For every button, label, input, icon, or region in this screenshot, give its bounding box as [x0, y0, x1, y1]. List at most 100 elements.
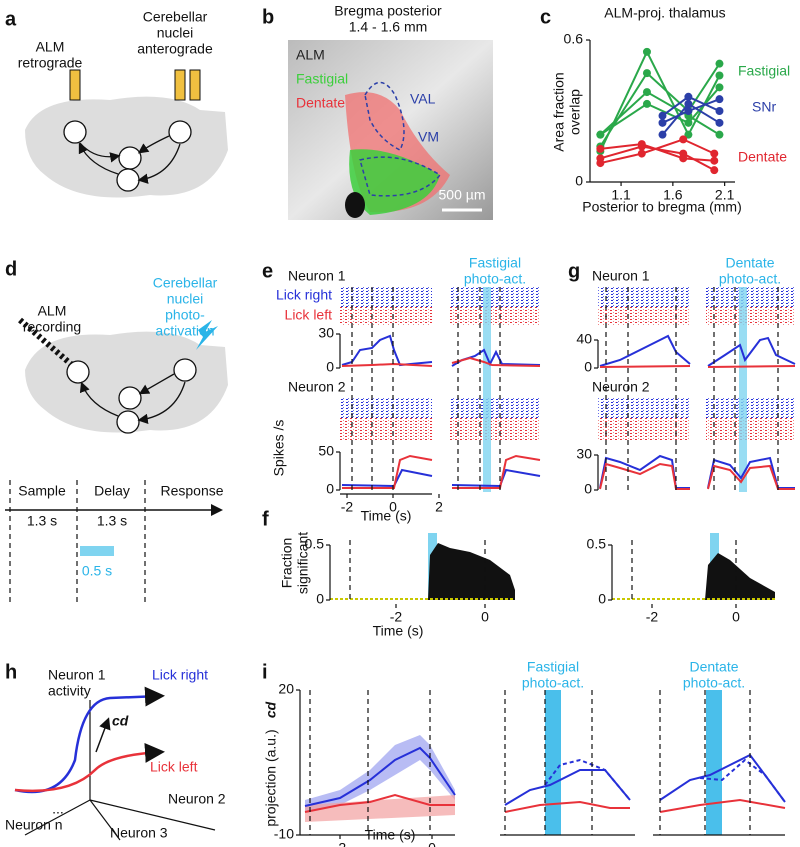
y-tick-label: 0	[316, 591, 324, 607]
label: Lick left	[285, 307, 333, 323]
label: Bregma posterior	[334, 3, 442, 19]
raster-right	[450, 398, 540, 418]
label: activation	[155, 323, 214, 339]
photo-bar	[545, 690, 561, 835]
arrow	[79, 381, 119, 417]
psth-right	[707, 336, 796, 367]
y-tick-label: 0.6	[564, 31, 584, 47]
psth-left	[452, 454, 541, 489]
point	[679, 154, 688, 163]
y-axis-label: Spikes /s	[271, 420, 287, 477]
psth-right	[451, 348, 541, 367]
y-tick-label: 30	[318, 325, 334, 341]
axis	[24, 799, 91, 836]
label: Neuron 3	[110, 825, 168, 841]
x-axis-label: Time (s)	[361, 508, 412, 524]
vm-outline	[359, 156, 442, 197]
y-axis-label: projection (a.u.)	[263, 729, 279, 826]
arrow	[137, 143, 181, 184]
y-axis-label: Fraction	[279, 538, 295, 589]
point	[715, 71, 724, 80]
raster-left	[706, 307, 795, 325]
psth-right	[707, 456, 795, 489]
point	[715, 130, 724, 139]
label: Neuron 1	[48, 667, 106, 683]
series-line	[600, 138, 715, 165]
label: Neuron 2	[288, 379, 346, 395]
point	[658, 130, 667, 139]
label: Cerebellar	[143, 9, 208, 25]
label: 1.3 s	[97, 513, 127, 529]
point	[715, 95, 724, 104]
panel-letter: e	[262, 260, 273, 282]
x-tick-label: 0	[389, 499, 397, 515]
label: retrograde	[18, 55, 83, 71]
y-tick-label: 0.5	[305, 536, 325, 552]
cell	[168, 120, 192, 144]
panel-letter: h	[5, 661, 17, 683]
point	[642, 99, 651, 108]
panel-letter: a	[5, 8, 17, 30]
syringe	[189, 69, 201, 101]
cell	[118, 146, 142, 170]
y-tick-label: 20	[278, 681, 294, 697]
raster-right	[598, 398, 690, 418]
point	[684, 92, 693, 101]
label: anterograde	[137, 41, 213, 57]
label: VAL	[410, 91, 436, 107]
psth-left	[707, 464, 795, 490]
arrow	[137, 135, 170, 154]
axis	[89, 799, 216, 831]
cd-left	[659, 798, 786, 813]
label: Neuron n	[5, 817, 63, 833]
x-axis-label: Time (s)	[365, 827, 416, 843]
psth-left	[599, 365, 691, 368]
point	[637, 140, 646, 149]
cd-left	[304, 793, 455, 813]
point	[715, 59, 724, 68]
arrow	[79, 142, 121, 163]
raster-left	[340, 418, 432, 440]
label: cd	[112, 713, 129, 729]
point	[710, 149, 719, 158]
cell	[66, 360, 90, 384]
y-tick-label: 0	[575, 173, 583, 189]
label: Dentate	[296, 95, 345, 111]
x-tick-label: -2	[390, 609, 403, 625]
point	[679, 135, 688, 144]
panel-letter: i	[262, 661, 268, 683]
photo-bar	[483, 287, 491, 492]
panel-b	[288, 40, 493, 220]
psth-right	[451, 468, 541, 488]
ventricle	[345, 192, 365, 218]
photo-bar	[739, 287, 747, 492]
psth-left	[341, 362, 433, 367]
syringe	[69, 69, 81, 101]
label: Neuron 1	[288, 268, 346, 284]
cd-right-photo	[544, 758, 631, 801]
raster-left	[450, 307, 540, 325]
raster-right	[598, 287, 690, 307]
label: Neuron 1	[592, 268, 650, 284]
label: Neuron 2	[168, 791, 226, 807]
raster-right	[706, 398, 795, 418]
cell	[116, 168, 140, 192]
legend-label: SNr	[752, 99, 776, 115]
label: 500 µm	[439, 187, 486, 203]
series-line	[600, 145, 715, 172]
axis	[89, 799, 121, 841]
y-axis-label: cd	[263, 701, 279, 718]
x-tick-label: 0	[732, 609, 740, 625]
label: ALM	[36, 39, 65, 55]
point	[596, 130, 605, 139]
cd-right-photo	[699, 758, 786, 803]
raster-right	[450, 287, 540, 307]
y-axis-label: Area fraction	[551, 72, 567, 151]
x-tick-label: -2	[341, 499, 354, 515]
point	[710, 156, 719, 165]
label: photo-act.	[464, 271, 526, 287]
label: ALM	[38, 303, 67, 319]
y-tick-label: 0.5	[587, 536, 607, 552]
raster-right	[340, 287, 432, 307]
label: photo-	[165, 307, 205, 323]
